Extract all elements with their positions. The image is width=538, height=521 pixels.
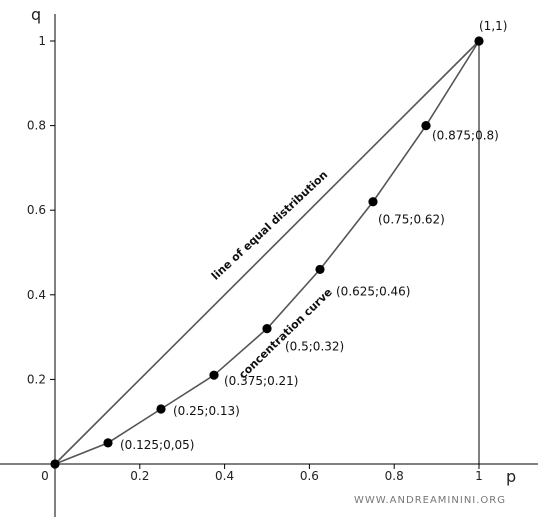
- x-tick-label: 0.6: [300, 469, 319, 483]
- x-tick-label: 1: [475, 469, 483, 483]
- point-label: (1,1): [479, 19, 507, 33]
- point-label: (0.5;0.32): [285, 340, 344, 354]
- y-tick-label: 0.4: [27, 288, 46, 302]
- point-label: (0.75;0.62): [378, 213, 445, 227]
- y-tick-label: 1: [38, 34, 46, 48]
- x-axis-label: p: [506, 467, 516, 486]
- axes-layer: 0 0.2 0.4 0.6 0.8 1 0.2 0.4 0.6 0.8 1 q p: [0, 5, 538, 517]
- y-axis-label: q: [31, 5, 41, 24]
- data-point: [209, 370, 219, 380]
- point-label: (0.875;0.8): [432, 129, 499, 143]
- equality-line: [54, 40, 480, 465]
- point-label: (0.625;0.46): [336, 284, 410, 298]
- data-point: [421, 121, 431, 131]
- point-label: (0.25;0.13): [173, 404, 240, 418]
- lines-layer: [54, 40, 480, 465]
- equality-line-label: line of equal distribution: [209, 168, 330, 282]
- concentration-curve-label: concentration curve: [236, 286, 335, 382]
- data-point: [156, 404, 166, 414]
- data-point: [103, 438, 113, 448]
- x-tick-label: 0: [41, 469, 49, 483]
- point-label: (0.375;0.21): [224, 374, 298, 388]
- watermark-text: WWW.ANDREAMININI.ORG: [354, 495, 506, 506]
- labels-layer: (0.125;0,05) (0.25;0.13) (0.375;0.21) (0.5;…: [120, 19, 507, 452]
- points-layer: [50, 36, 484, 469]
- y-tick-label: 0.6: [27, 203, 46, 217]
- data-point: [315, 264, 325, 275]
- x-tick-label: 0.4: [215, 469, 234, 483]
- data-point: [474, 36, 484, 46]
- y-tick-label: 0.8: [27, 119, 46, 133]
- point-label: (0.125;0,05): [120, 438, 194, 452]
- data-point: [368, 197, 378, 207]
- x-tick-label: 0.8: [385, 469, 404, 483]
- y-tick-label: 0.2: [27, 372, 46, 386]
- data-point: [50, 459, 60, 469]
- x-tick-label: 0.2: [130, 469, 149, 483]
- data-point: [262, 324, 272, 334]
